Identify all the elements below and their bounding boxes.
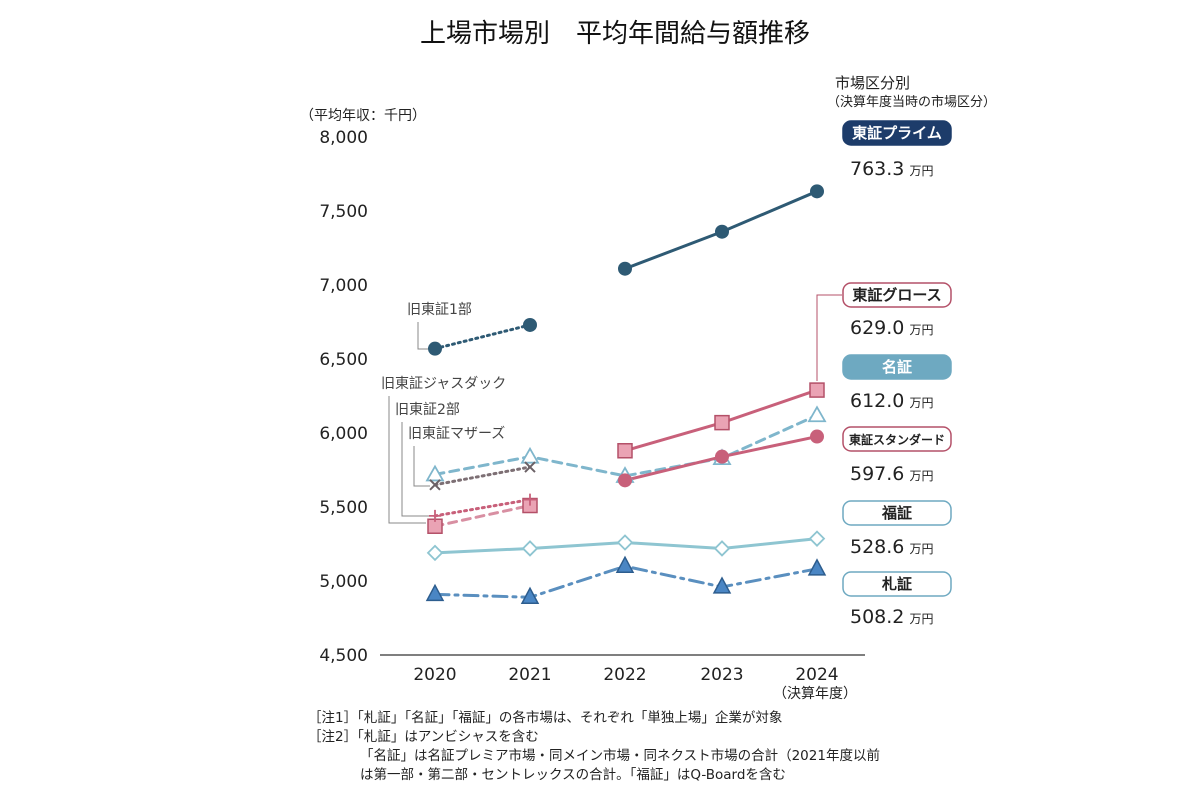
y-tick-label: 5,500 [319,498,368,518]
legend-label: 東証グロース [852,286,941,304]
legend-box [842,500,952,526]
x-tick-label: 2021 [508,665,551,685]
marker-triangle [615,555,635,573]
x-tick-labels: 2020 2021 2022 2023 2024 [413,665,838,685]
series-markers [425,184,827,605]
x-tick-label: 2024 [795,665,838,685]
legend-unit: 万円 [910,164,934,178]
series-line [433,465,532,487]
marker-square [617,443,633,459]
old-market-label: 旧東証2部 [395,402,460,418]
x-tick-label: 2020 [413,665,456,685]
legend-subtitle: （決算年度当時の市場区分） [827,94,996,110]
marker-diamond [426,544,444,562]
y-tick-label: 8,000 [319,128,368,148]
series-line [433,498,532,518]
y-tick-label: 7,500 [319,202,368,222]
footnote: は第一部・第二部・セントレックスの合計。「福証」はQ-Boardを含む [360,766,786,783]
legend-value: 763.3 [850,158,904,180]
notes: ［注1］「札証」「名証」「福証」の各市場は、それぞれ「単独上場」企業が対象 ［注2… [308,709,880,783]
marker-triangle [520,586,540,605]
connector-line [413,446,430,487]
legend-label: 福証 [881,504,912,522]
marker-triangle [712,576,732,594]
marker-square [714,414,730,431]
connector-line [388,396,426,524]
x-tick-label: 2022 [603,665,646,685]
y-tick-label: 6,000 [319,424,368,444]
legend-value: 597.6 [850,463,904,485]
marker-plus [524,493,536,506]
legend-unit: 万円 [910,469,934,483]
legend-unit: 万円 [910,323,934,337]
legend-connector [816,294,842,381]
legend-label: 東証スタンダード [849,432,945,447]
y-tick-labels: 4,500 5,000 5,500 6,000 6,500 7,000 7,500 8,000 [319,128,368,666]
legend-unit: 万円 [910,612,934,626]
legend-box [842,282,952,308]
legend-label: 東証プライム [852,124,942,142]
legend-box [842,426,952,452]
marker-circle [715,449,729,464]
legend-value: 528.6 [850,536,904,558]
connector-line [417,322,428,350]
series-line [433,504,532,528]
marker-triangle-open [807,405,827,423]
marker-square [809,382,825,398]
legend-label: 名証 [882,358,912,376]
marker-triangle-open [520,446,540,464]
marker-x [524,461,536,473]
footnote: ［注2］「札証」はアンビシャスを含む [308,729,539,745]
legend-title: 市場区分別 [835,74,910,92]
legend-value: 508.2 [850,606,904,628]
marker-diamond [808,530,826,547]
legend-value: 612.0 [850,390,904,412]
legend-value: 629.0 [850,317,904,339]
marker-circle [715,224,729,239]
old-market-label: 旧東証1部 [407,302,472,318]
marker-diamond [616,534,634,551]
marker-diamond [713,540,731,557]
y-tick-label: 5,000 [319,572,368,592]
old-market-label: 旧東証ジャスダック [381,376,506,392]
x-axis-note: （決算年度） [773,686,857,702]
footnote: ［注1］「札証」「名証」「福証」の各市場は、それぞれ「単独上場」企業が対象 [308,709,782,726]
legend-box [842,571,952,597]
marker-circle [428,341,442,356]
footnote: 「名証」は名証プレミア市場・同メイン市場・同ネクスト市場の合計（2021年度以前 [360,747,880,764]
marker-circle [618,473,632,488]
y-tick-label: 4,500 [319,646,368,666]
y-tick-label: 6,500 [319,350,368,370]
marker-x [429,479,441,491]
legend-label: 札証 [881,575,912,593]
marker-triangle [425,583,445,602]
marker-diamond [521,540,539,557]
y-axis-label: （平均年収：千円） [300,108,426,124]
marker-triangle [807,558,827,576]
legend-unit: 万円 [910,396,934,410]
old-market-label: 旧東証マザーズ [408,426,505,442]
marker-circle [810,184,824,199]
y-tick-label: 7,000 [319,276,368,296]
connector-lines [388,294,842,524]
marker-circle [618,261,632,276]
marker-circle [810,429,824,444]
connector-line [401,422,430,517]
chart-title: 上場市場別 平均年間給与額推移 [420,19,810,49]
x-tick-label: 2023 [700,665,743,685]
marker-triangle-open [425,464,445,482]
legend-unit: 万円 [910,542,934,556]
marker-circle [523,317,537,332]
legend-box [842,120,952,146]
marker-plus [429,509,441,522]
legend-box [842,354,952,380]
series-line [433,323,532,351]
